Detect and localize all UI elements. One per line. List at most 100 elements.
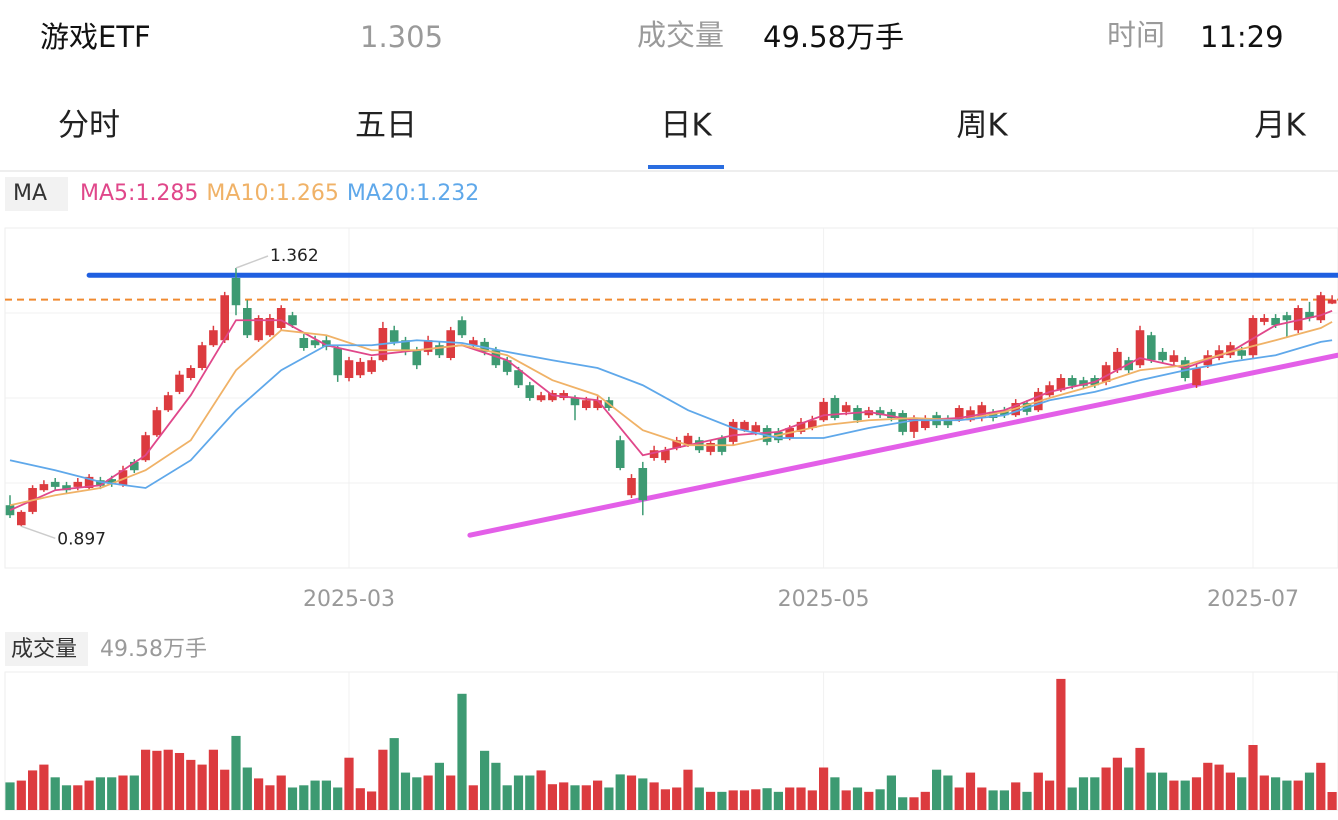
volume-bar <box>898 797 908 810</box>
volume-bar <box>16 780 26 810</box>
volume-bar <box>864 791 874 810</box>
volume-bar <box>400 772 411 810</box>
candle-body <box>446 330 455 358</box>
candle-body <box>367 360 376 372</box>
volume-bar <box>480 750 490 810</box>
volume-bar <box>1225 772 1235 810</box>
candle-body <box>469 340 478 346</box>
tab[interactable]: 分时 <box>58 108 120 144</box>
candle-body <box>1067 378 1077 386</box>
legend-entry: MA10:1.265 <box>206 181 338 206</box>
ma-line <box>9 339 1333 489</box>
candle-body <box>389 330 399 342</box>
volume-bar <box>174 752 185 810</box>
candle-body <box>582 400 591 408</box>
volume-bar <box>830 777 840 810</box>
candle-body <box>423 340 433 352</box>
volume-bar <box>299 785 309 810</box>
tab[interactable]: 月K <box>1254 108 1306 144</box>
candle-body <box>536 395 546 401</box>
candle-body <box>1214 350 1224 358</box>
candle-body <box>514 370 523 386</box>
volume-bar <box>604 787 614 810</box>
candle-body <box>152 410 162 436</box>
volume-bar <box>932 769 942 810</box>
candle-body <box>17 511 26 526</box>
volume-bar <box>1011 782 1021 810</box>
candle-body <box>130 461 139 471</box>
candle-body <box>921 418 930 428</box>
volume-bar <box>513 775 524 810</box>
candle-body <box>209 330 218 346</box>
candle-body <box>118 470 128 486</box>
volume-bar <box>683 769 693 810</box>
leader-line <box>235 255 269 269</box>
x-tick-label: 2025-05 <box>778 587 870 612</box>
volume-bar <box>728 790 738 810</box>
volume-bar <box>84 780 94 810</box>
candle-body <box>615 440 625 468</box>
volume-bar <box>626 775 637 810</box>
candle-body <box>887 411 896 418</box>
candle-body <box>875 410 885 416</box>
volume-bar <box>1327 791 1337 810</box>
tab[interactable]: 周K <box>956 108 1008 144</box>
candle-body <box>819 401 828 421</box>
candle-body <box>853 408 862 421</box>
volume-bar <box>706 791 716 810</box>
volume-bar <box>61 785 72 810</box>
candle-body <box>141 435 150 461</box>
candle-body <box>1260 318 1269 322</box>
volume-bar <box>129 775 139 810</box>
candle-body <box>1158 351 1167 361</box>
volume-bar <box>875 789 885 810</box>
candle-body <box>661 450 670 461</box>
ma-line <box>9 321 1333 507</box>
volume-bar <box>254 778 264 810</box>
candle-body <box>107 479 116 485</box>
volume-bar <box>1045 780 1055 810</box>
candle-body <box>683 435 693 446</box>
candle-body <box>1135 330 1145 366</box>
leader-line <box>21 525 56 540</box>
candle-body <box>502 360 512 372</box>
candle-body <box>1316 295 1326 321</box>
candle-body <box>525 385 535 398</box>
volume-bar <box>355 788 365 810</box>
candle-body <box>491 350 501 366</box>
candle-body <box>1101 365 1111 382</box>
candle-body <box>1293 308 1303 331</box>
tab[interactable]: 日K <box>660 108 712 144</box>
tab[interactable]: 五日 <box>355 108 417 144</box>
candle-body <box>457 320 467 336</box>
ma-line <box>9 309 1333 512</box>
volume-bar <box>39 764 49 810</box>
volume-bar <box>1022 791 1032 810</box>
volume-frame <box>4 671 1338 811</box>
volume-label: 成交量 <box>637 18 724 52</box>
volume-bar <box>717 791 727 810</box>
candle-body <box>1180 360 1190 378</box>
candle-body <box>649 450 659 458</box>
volume-bar <box>491 762 501 810</box>
candle-body <box>943 418 953 426</box>
trend-line <box>467 352 1338 538</box>
candle-body <box>1056 378 1066 391</box>
indicator: MA <box>13 181 47 206</box>
volume-bar <box>773 791 783 810</box>
volume-bar <box>999 790 1009 810</box>
price: 1.305 <box>360 20 443 54</box>
candle-body <box>808 420 817 428</box>
candle-body <box>638 468 648 501</box>
candle-body <box>796 421 806 432</box>
volume-bar <box>344 757 354 810</box>
candle-body <box>1282 315 1292 321</box>
candle-body <box>344 360 354 378</box>
candle-body <box>50 481 60 487</box>
candle-body <box>740 421 749 431</box>
volume-bar <box>1293 780 1303 810</box>
candle-body <box>1045 385 1054 396</box>
volume-bar <box>265 785 275 810</box>
candle-body <box>39 484 49 491</box>
volume-bar <box>220 769 230 810</box>
